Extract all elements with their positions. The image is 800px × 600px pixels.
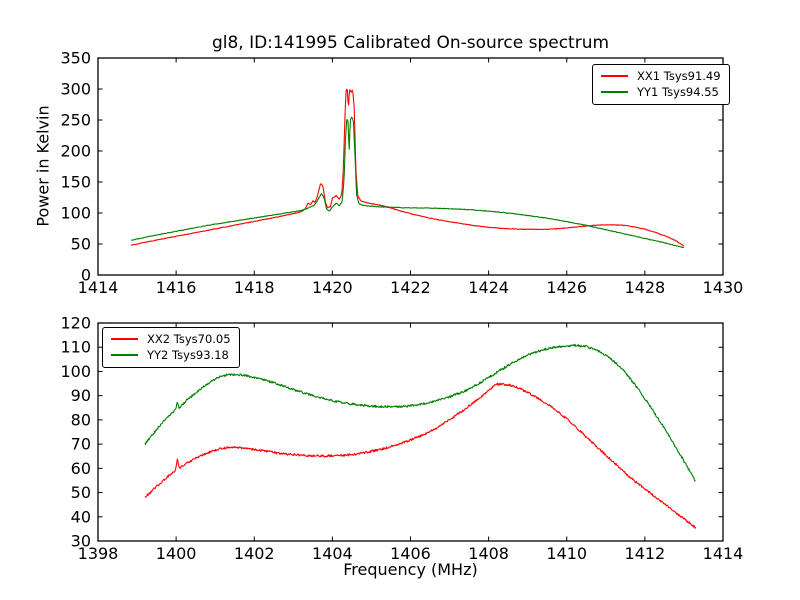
legend-line-swatch — [111, 338, 138, 340]
legend-item: YY2 Tsys93.18 — [111, 348, 231, 362]
legend-line-swatch — [601, 75, 628, 77]
x-tick-label: 1424 — [468, 278, 509, 297]
x-tick-label: 1402 — [234, 544, 275, 563]
legend-item: XX2 Tsys70.05 — [111, 332, 231, 346]
y-tick-label: 120 — [60, 314, 91, 333]
series-XX2 — [144, 382, 697, 529]
x-tick-label: 1404 — [312, 544, 353, 563]
x-tick-label: 1412 — [625, 544, 666, 563]
legend-line-swatch — [601, 91, 628, 93]
y-tick-label: 80 — [71, 410, 91, 429]
legend-item: YY1 Tsys94.55 — [601, 85, 721, 99]
top-legend: XX1 Tsys91.49 YY1 Tsys94.55 — [592, 64, 730, 105]
legend-label: XX2 Tsys70.05 — [147, 332, 231, 346]
axes-frame — [97, 57, 724, 276]
legend-item: XX1 Tsys91.49 — [601, 69, 721, 83]
y-tick-label: 250 — [60, 111, 91, 130]
figure-title: gl8, ID:141995 Calibrated On-source spec… — [211, 33, 610, 53]
x-tick-label: 1428 — [625, 278, 666, 297]
y-tick-label: 70 — [71, 435, 91, 454]
series-YY2 — [144, 343, 696, 482]
x-tick-label: 1414 — [703, 544, 744, 563]
legend-label: YY1 Tsys94.55 — [637, 85, 719, 99]
x-tick-label: 1406 — [390, 544, 431, 563]
x-tick-label: 1398 — [78, 544, 119, 563]
y-tick-label: 30 — [71, 532, 91, 551]
legend-line-swatch — [111, 354, 138, 356]
x-tick-label: 1426 — [546, 278, 587, 297]
y-tick-label: 100 — [60, 204, 91, 223]
y-tick-label: 350 — [60, 49, 91, 68]
x-tick-label: 1410 — [546, 544, 587, 563]
bottom-legend: XX2 Tsys70.05 YY2 Tsys93.18 — [102, 327, 240, 368]
series-YY1 — [131, 116, 684, 249]
y-tick-label: 150 — [60, 173, 91, 192]
x-tick-label: 1430 — [703, 278, 744, 297]
y-tick-label: 300 — [60, 80, 91, 99]
y-tick-label: 50 — [71, 235, 91, 254]
y-tick-label: 100 — [60, 362, 91, 381]
x-tick-label: 1400 — [156, 544, 197, 563]
y-tick-label: 0 — [81, 266, 91, 285]
x-tick-label: 1408 — [468, 544, 509, 563]
x-tick-label: 1422 — [390, 278, 431, 297]
x-tick-label: 1418 — [234, 278, 275, 297]
x-tick-label: 1414 — [78, 278, 119, 297]
legend-label: XX1 Tsys91.49 — [637, 69, 721, 83]
y-tick-label: 110 — [60, 338, 91, 357]
y-tick-label: 60 — [71, 459, 91, 478]
y-tick-label: 40 — [71, 507, 91, 526]
y-tick-label: 90 — [71, 386, 91, 405]
axes-frame — [97, 322, 724, 542]
x-axis-label: Frequency (MHz) — [343, 560, 478, 579]
legend-label: YY2 Tsys93.18 — [147, 348, 229, 362]
y-tick-label: 200 — [60, 142, 91, 161]
x-tick-label: 1416 — [156, 278, 197, 297]
x-tick-label: 1420 — [312, 278, 353, 297]
series-XX1 — [130, 88, 685, 247]
y-tick-label: 50 — [71, 483, 91, 502]
